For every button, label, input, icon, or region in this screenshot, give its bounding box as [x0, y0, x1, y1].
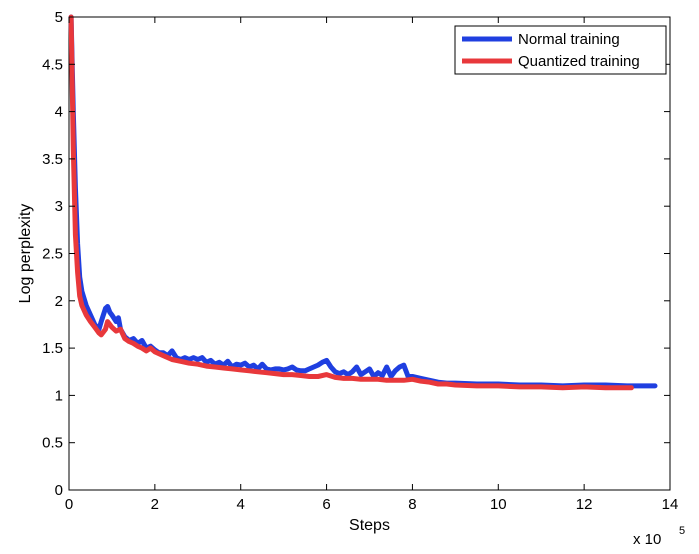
y-tick-label: 2 [55, 293, 63, 310]
y-axis-ticks: 0 0.5 1 1.5 2 2.5 3 3.5 4 4.5 5 [42, 9, 670, 499]
legend-box [454, 25, 667, 75]
x-tick-label: 14 [662, 496, 679, 513]
y-tick-label: 3.5 [42, 151, 63, 168]
x-axis-label: Steps [349, 517, 390, 534]
plot-frame [68, 16, 671, 491]
y-tick-label: 4 [55, 104, 63, 121]
x-tick-label: 10 [490, 496, 507, 513]
x-tick-label: 2 [151, 496, 159, 513]
y-tick-label: 2.5 [42, 246, 63, 263]
y-tick-label: 4.5 [42, 56, 63, 73]
x-axis-ticks: 0 2 4 6 8 10 12 14 [65, 17, 679, 513]
x-tick-label: 12 [576, 496, 593, 513]
y-tick-label: 3 [55, 198, 63, 215]
x-tick-label: 0 [65, 496, 73, 513]
y-axis-label: Log perplexity [17, 204, 34, 304]
x-tick-label: 4 [237, 496, 245, 513]
y-tick-label: 1.5 [42, 340, 63, 357]
series-line-quantized-training [68, 14, 634, 391]
series-line-normal-training [68, 14, 658, 389]
legend-label-quantized-training: Quantized training [518, 53, 640, 70]
x-axis-multiplier-base: x 10 [633, 531, 661, 548]
legend: Normal training Quantized training [454, 25, 667, 75]
legend-label-normal-training: Normal training [518, 31, 620, 48]
x-axis-multiplier-exponent: 5 [679, 525, 685, 537]
series-layer [68, 14, 658, 391]
plot-area [68, 14, 671, 491]
y-tick-label: 0.5 [42, 435, 63, 452]
y-tick-label: 5 [55, 9, 63, 26]
y-tick-label: 0 [55, 482, 63, 499]
x-tick-label: 8 [408, 496, 416, 513]
x-tick-label: 6 [322, 496, 330, 513]
x-axis-multiplier: x 10 5 [633, 525, 685, 548]
y-tick-label: 1 [55, 387, 63, 404]
